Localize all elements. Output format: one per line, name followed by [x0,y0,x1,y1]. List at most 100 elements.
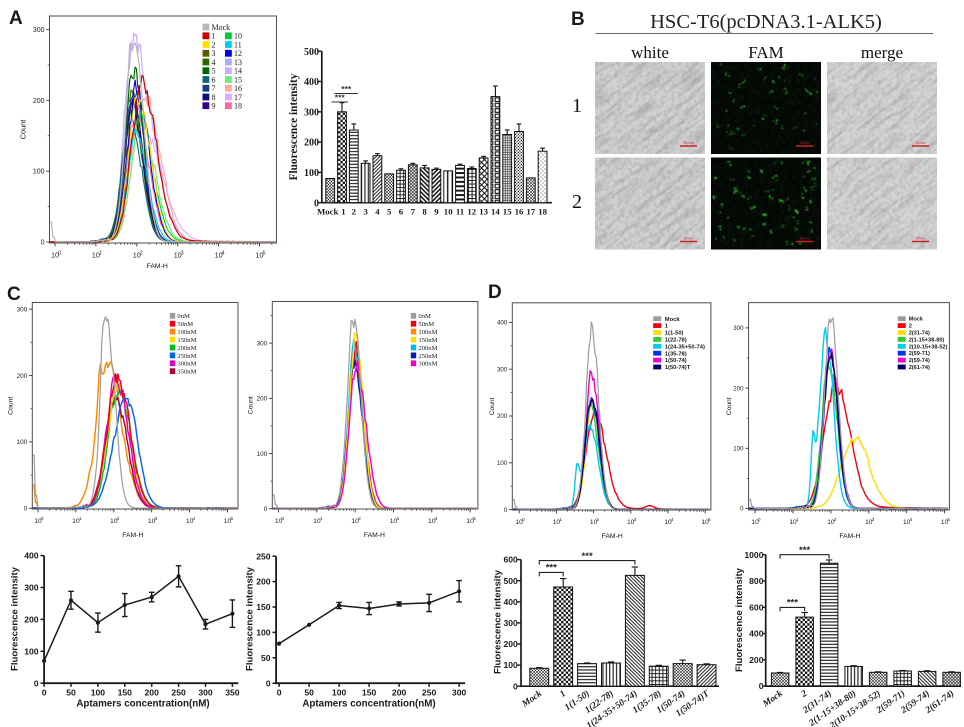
svg-text:200um: 200um [916,141,926,145]
svg-text:12: 12 [467,207,476,217]
svg-text:1: 1 [665,324,669,330]
svg-text:5: 5 [263,250,266,256]
svg-text:Mock: Mock [909,317,924,323]
svg-text:5: 5 [473,516,476,522]
svg-text:200: 200 [392,688,407,698]
svg-text:1: 1 [559,517,562,523]
svg-text:400: 400 [24,551,39,561]
svg-text:Count: Count [248,396,255,414]
svg-text:100: 100 [733,446,744,453]
svg-text:18: 18 [538,207,547,217]
svg-text:0: 0 [522,517,525,523]
svg-text:250nM: 250nM [418,353,437,360]
svg-text:14: 14 [491,207,500,217]
svg-text:Mock: Mock [665,317,681,323]
svg-text:300nM: 300nM [177,361,196,368]
svg-text:200: 200 [17,373,28,380]
svg-text:3: 3 [634,517,637,523]
svg-text:13: 13 [234,58,242,67]
svg-text:600: 600 [503,555,518,565]
svg-text:200: 200 [749,655,764,665]
svg-text:3: 3 [181,250,184,256]
svg-text:0: 0 [58,250,61,256]
svg-text:200: 200 [33,98,45,105]
svg-text:0: 0 [282,516,285,522]
svg-text:10: 10 [941,519,949,526]
svg-text:3: 3 [363,207,368,217]
svg-text:200: 200 [733,385,744,392]
svg-text:11: 11 [234,40,242,49]
svg-text:400: 400 [497,320,508,327]
svg-text:2(1-15+38-80): 2(1-15+38-80) [909,337,945,343]
svg-text:1: 1 [558,689,568,700]
svg-text:17: 17 [234,93,242,102]
svg-text:0: 0 [504,507,508,514]
svg-text:10: 10 [390,518,398,525]
svg-text:150nM: 150nM [177,337,196,344]
svg-text:300: 300 [17,306,28,313]
svg-text:500: 500 [304,47,319,58]
svg-text:2(31-74): 2(31-74) [909,331,930,337]
svg-text:10: 10 [148,518,156,525]
svg-text:Mock: Mock [212,23,231,32]
svg-text:1: 1 [320,516,323,522]
svg-text:350: 350 [225,688,240,698]
svg-text:Fluorescence intensity: Fluorescence intensity [10,566,21,671]
svg-text:0: 0 [41,516,44,522]
svg-text:5: 5 [230,516,233,522]
svg-text:11: 11 [456,207,464,217]
svg-text:0: 0 [758,517,761,523]
svg-text:5: 5 [947,517,950,523]
svg-text:10: 10 [865,519,873,526]
svg-text:FAM-H: FAM-H [602,533,623,540]
svg-text:1(50-74)T: 1(50-74)T [665,365,691,371]
svg-text:1(1-50): 1(1-50) [665,331,684,337]
svg-text:300: 300 [503,618,518,628]
svg-text:10: 10 [664,519,672,526]
svg-text:200um: 200um [916,237,926,241]
svg-text:100: 100 [17,439,28,446]
svg-text:1: 1 [572,95,582,117]
svg-text:350nM: 350nM [177,369,196,376]
svg-text:10: 10 [789,519,797,526]
svg-text:100: 100 [257,451,268,458]
svg-text:2: 2 [799,689,810,701]
svg-text:150: 150 [118,688,133,698]
svg-text:10: 10 [110,518,118,525]
svg-text:9: 9 [434,207,439,217]
svg-text:10: 10 [466,518,474,525]
svg-text:300: 300 [257,340,268,347]
svg-text:150nM: 150nM [418,337,437,344]
svg-text:7: 7 [411,207,416,217]
svg-text:10: 10 [34,518,42,525]
svg-text:10: 10 [351,518,359,525]
svg-text:5: 5 [212,67,216,76]
svg-text:10: 10 [174,251,182,260]
svg-text:2: 2 [140,250,143,256]
svg-text:200: 200 [257,396,268,403]
svg-text:300: 300 [33,27,45,34]
svg-text:300: 300 [24,583,39,593]
svg-text:10: 10 [186,518,194,525]
svg-text:100nM: 100nM [418,329,437,336]
svg-text:15: 15 [234,75,242,84]
svg-text:1: 1 [212,32,216,41]
svg-text:250: 250 [256,551,271,561]
svg-text:white: white [631,43,669,62]
svg-text:0nM: 0nM [177,313,190,320]
svg-text:0: 0 [34,678,39,688]
svg-text:100: 100 [33,169,45,176]
svg-text:Count: Count [489,397,496,415]
svg-text:300: 300 [497,366,508,373]
svg-text:B: B [571,9,585,30]
svg-text:13: 13 [479,207,488,217]
svg-text:50: 50 [66,688,76,698]
svg-text:0: 0 [24,506,28,513]
svg-text:1000: 1000 [744,550,763,560]
svg-text:150: 150 [362,688,377,698]
svg-text:3: 3 [396,516,399,522]
svg-text:800: 800 [749,576,764,586]
svg-text:10: 10 [428,518,436,525]
svg-text:50nM: 50nM [418,321,434,328]
svg-text:2: 2 [117,516,120,522]
